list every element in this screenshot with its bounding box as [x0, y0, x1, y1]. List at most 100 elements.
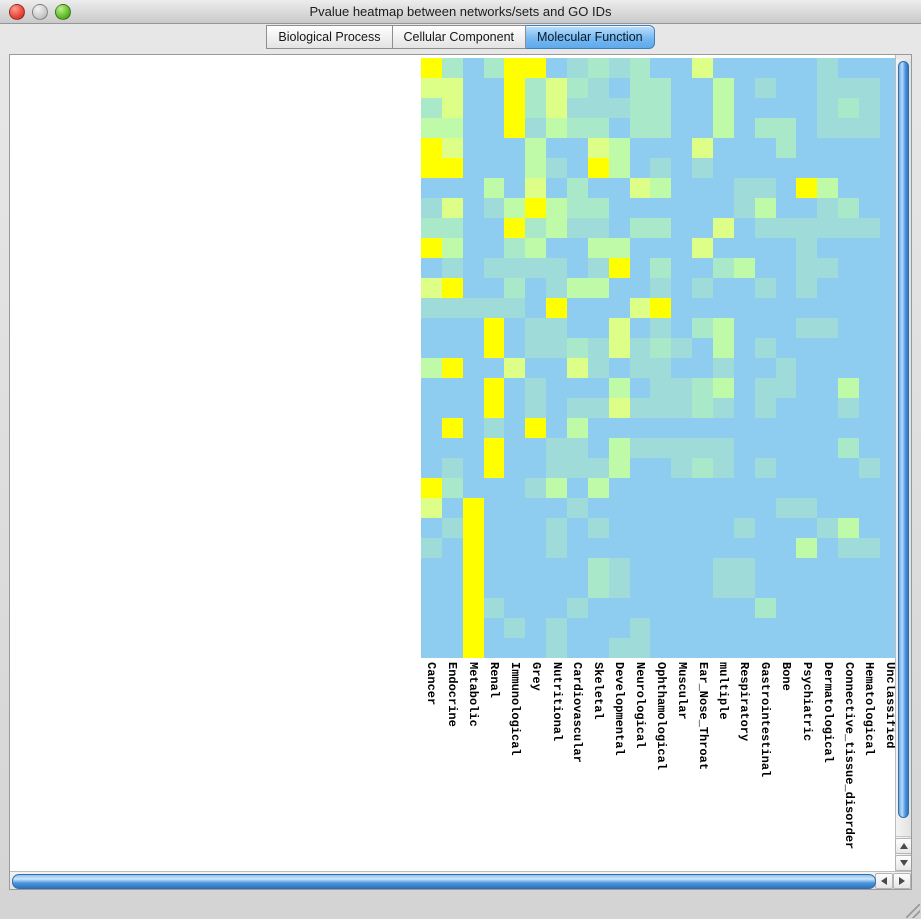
heatmap-cell[interactable] [504, 618, 526, 638]
heatmap-cell[interactable] [441, 638, 463, 658]
heatmap-cell[interactable] [587, 218, 609, 238]
heatmap-cell[interactable] [483, 378, 505, 398]
heatmap-cell[interactable] [671, 118, 693, 138]
heatmap-cell[interactable] [859, 498, 880, 518]
heatmap-cell[interactable] [525, 398, 547, 418]
heatmap-cell[interactable] [879, 298, 895, 318]
heatmap-cell[interactable] [421, 538, 442, 558]
heatmap-cell[interactable] [838, 238, 860, 258]
heatmap-cell[interactable] [525, 558, 547, 578]
heatmap-cell[interactable] [796, 218, 818, 238]
heatmap-cell[interactable] [608, 58, 630, 78]
heatmap-cell[interactable] [587, 78, 609, 98]
heatmap-cell[interactable] [546, 358, 568, 378]
heatmap-cell[interactable] [629, 198, 651, 218]
heatmap-cell[interactable] [879, 78, 895, 98]
heatmap-cell[interactable] [671, 198, 693, 218]
heatmap-cell[interactable] [733, 578, 755, 598]
heatmap-cell[interactable] [775, 78, 797, 98]
heatmap-cell[interactable] [692, 618, 714, 638]
heatmap-cell[interactable] [650, 378, 672, 398]
heatmap-cell[interactable] [817, 598, 839, 618]
heatmap-cell[interactable] [671, 558, 693, 578]
heatmap-cell[interactable] [775, 158, 797, 178]
heatmap-cell[interactable] [713, 558, 734, 578]
tab-biological-process[interactable]: Biological Process [266, 25, 393, 49]
heatmap-cell[interactable] [775, 98, 797, 118]
heatmap-cell[interactable] [713, 238, 734, 258]
heatmap-cell[interactable] [525, 358, 547, 378]
heatmap-cell[interactable] [879, 598, 895, 618]
heatmap-cell[interactable] [525, 638, 547, 658]
heatmap-cell[interactable] [859, 218, 880, 238]
heatmap-cell[interactable] [650, 118, 672, 138]
heatmap-cell[interactable] [629, 298, 651, 318]
heatmap-cell[interactable] [629, 558, 651, 578]
heatmap-cell[interactable] [587, 538, 609, 558]
heatmap-cell[interactable] [462, 258, 484, 278]
heatmap-cell[interactable] [587, 158, 609, 178]
heatmap-cell[interactable] [879, 498, 895, 518]
heatmap-cell[interactable] [483, 418, 505, 438]
heatmap-cell[interactable] [796, 138, 818, 158]
heatmap-cell[interactable] [796, 398, 818, 418]
heatmap-cell[interactable] [608, 378, 630, 398]
heatmap-cell[interactable] [713, 478, 734, 498]
heatmap-cell[interactable] [546, 118, 568, 138]
heatmap-cell[interactable] [629, 218, 651, 238]
heatmap-cell[interactable] [567, 78, 588, 98]
heatmap-cell[interactable] [733, 178, 755, 198]
heatmap-cell[interactable] [608, 338, 630, 358]
heatmap-cell[interactable] [462, 318, 484, 338]
heatmap-cell[interactable] [754, 638, 776, 658]
heatmap-cell[interactable] [608, 478, 630, 498]
heatmap-cell[interactable] [754, 398, 776, 418]
heatmap-cell[interactable] [546, 378, 568, 398]
scroll-down-button[interactable] [894, 854, 911, 871]
heatmap-cell[interactable] [629, 598, 651, 618]
heatmap-cell[interactable] [629, 278, 651, 298]
heatmap-cell[interactable] [525, 538, 547, 558]
heatmap-cell[interactable] [567, 398, 588, 418]
heatmap-cell[interactable] [629, 438, 651, 458]
heatmap-cell[interactable] [483, 478, 505, 498]
heatmap-cell[interactable] [525, 258, 547, 278]
heatmap-cell[interactable] [671, 578, 693, 598]
heatmap-cell[interactable] [838, 138, 860, 158]
heatmap-cell[interactable] [713, 218, 734, 238]
heatmap-cell[interactable] [483, 638, 505, 658]
heatmap-cell[interactable] [838, 578, 860, 598]
heatmap-cell[interactable] [796, 158, 818, 178]
heatmap-cell[interactable] [733, 138, 755, 158]
heatmap-cell[interactable] [796, 98, 818, 118]
heatmap-cell[interactable] [504, 218, 526, 238]
heatmap-cell[interactable] [483, 558, 505, 578]
heatmap-cell[interactable] [859, 358, 880, 378]
heatmap-cell[interactable] [671, 98, 693, 118]
heatmap-cell[interactable] [587, 278, 609, 298]
heatmap-cell[interactable] [650, 238, 672, 258]
heatmap-cell[interactable] [671, 498, 693, 518]
heatmap-cell[interactable] [546, 318, 568, 338]
heatmap-cell[interactable] [713, 338, 734, 358]
heatmap-cell[interactable] [796, 338, 818, 358]
heatmap-cell[interactable] [859, 558, 880, 578]
heatmap-cell[interactable] [421, 198, 442, 218]
heatmap-cell[interactable] [462, 498, 484, 518]
heatmap-cell[interactable] [504, 178, 526, 198]
heatmap-cell[interactable] [692, 78, 714, 98]
heatmap-cell[interactable] [587, 498, 609, 518]
vertical-scrollbar[interactable] [894, 55, 911, 871]
heatmap-cell[interactable] [567, 338, 588, 358]
heatmap-cell[interactable] [504, 318, 526, 338]
heatmap-cell[interactable] [692, 338, 714, 358]
heatmap-cell[interactable] [754, 338, 776, 358]
heatmap-cell[interactable] [754, 498, 776, 518]
heatmap-cell[interactable] [859, 338, 880, 358]
heatmap-cell[interactable] [879, 318, 895, 338]
heatmap-cell[interactable] [796, 258, 818, 278]
heatmap-cell[interactable] [421, 358, 442, 378]
heatmap-cell[interactable] [421, 518, 442, 538]
heatmap-cell[interactable] [838, 398, 860, 418]
heatmap-cell[interactable] [733, 618, 755, 638]
